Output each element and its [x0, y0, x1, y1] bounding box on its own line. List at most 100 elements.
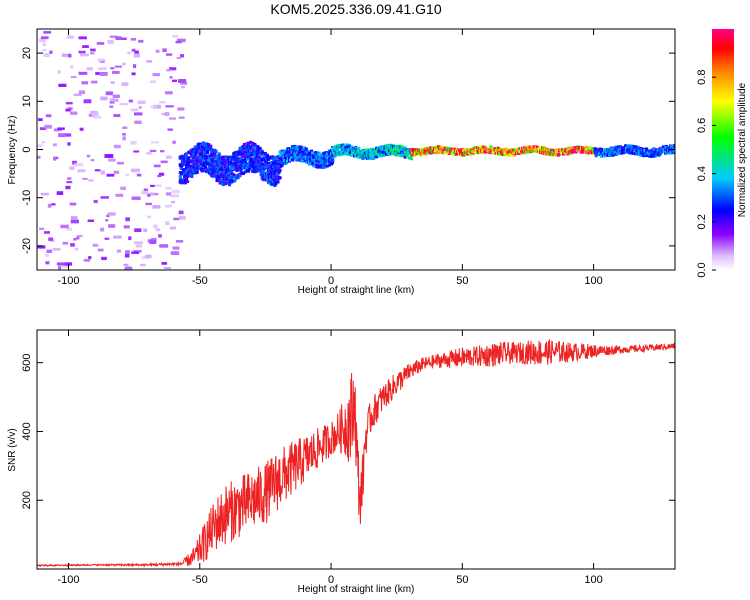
spectrogram-cell: [453, 147, 457, 151]
spectrogram-cell: [194, 147, 198, 151]
spectrogram-cell: [70, 76, 77, 79]
spectrogram-cell: [307, 151, 312, 155]
spectrogram-cell: [120, 186, 126, 190]
y-tick-label: 10: [21, 95, 33, 107]
spectrogram-cell: [352, 151, 356, 155]
spectrogram-cell: [52, 143, 57, 147]
spectrogram-cell: [394, 147, 398, 151]
spectrogram-cell: [147, 193, 151, 197]
x-tick-label: 0: [328, 275, 334, 287]
spectrogram-cell: [147, 239, 151, 243]
spectrogram-cell: [203, 151, 208, 155]
colorbar-ticks: 0.0 0.2 0.4 0.6 0.8: [696, 70, 716, 278]
spectrogram-cell: [134, 228, 142, 233]
spectrogram-cell: [656, 148, 660, 152]
spectrogram-cell: [38, 118, 43, 122]
spectrogram-cell: [197, 162, 201, 166]
spectrogram-cell: [125, 217, 131, 222]
spectrogram-cell: [209, 172, 213, 176]
spectrogram-cell: [57, 70, 61, 74]
spectrogram-cell: [261, 162, 265, 166]
spectrogram-cell: [210, 162, 214, 166]
spectrogram-cell: [170, 251, 180, 256]
spectrogram-cell: [405, 154, 409, 158]
spectrogram-cell: [70, 216, 78, 221]
spectrogram-cell: [63, 262, 73, 266]
spectrogram-cell: [427, 148, 431, 152]
spectrogram-cell: [341, 143, 345, 147]
spectrogram-cell: [153, 104, 161, 109]
spectrogram-cell: [615, 147, 619, 151]
spectrogram-cell: [372, 156, 376, 160]
spectrogram-cell: [143, 188, 148, 192]
spectrogram-cell: [533, 147, 537, 151]
spectrogram-cell: [355, 148, 359, 152]
spectrogram-cell: [179, 215, 186, 220]
spectrogram-cell: [101, 256, 107, 261]
spectrogram-cell: [167, 128, 173, 131]
spectrogram-cell: [184, 171, 188, 175]
spectrogram-cell: [216, 159, 220, 163]
spectrogram-cell: [269, 177, 273, 181]
spectrogram-cell: [310, 149, 314, 153]
spectrogram-cell: [216, 170, 220, 174]
spectrogram-cell: [113, 235, 122, 239]
spectrogram-cells: [37, 31, 675, 270]
spectrogram-cell: [322, 153, 326, 157]
colorbar-tick-label: 0.2: [696, 214, 708, 229]
spectrogram-cell: [78, 90, 86, 95]
spectrogram-cell: [108, 158, 116, 162]
spectrogram-cell: [217, 163, 221, 167]
spectrogram-cell: [169, 76, 173, 79]
spectrogram-cell: [390, 152, 394, 156]
spectrogram-cell: [149, 240, 157, 244]
spectrogram-cell: [53, 157, 57, 161]
spectrogram-cell: [243, 155, 247, 159]
spectrogram-cell: [170, 201, 175, 204]
spectrogram-cell: [294, 148, 298, 152]
spectrogram-cell: [223, 175, 227, 179]
spectrogram-cell: [510, 153, 514, 157]
spectrogram-cell: [205, 142, 209, 146]
spectrogram-cell: [121, 37, 127, 40]
spectrogram-cell: [73, 237, 77, 241]
spectrogram-cell: [301, 158, 305, 162]
spectrogram-cell: [52, 247, 61, 251]
spectrogram-cell: [115, 36, 122, 40]
spectrogram-cell: [384, 147, 388, 151]
spectrogram-cell: [137, 100, 146, 105]
spectrogram-cell: [67, 177, 72, 181]
spectrogram-cell: [217, 176, 221, 180]
spectrogram-cell: [189, 170, 193, 174]
spectrogram-cell: [293, 153, 297, 157]
spectrogram-cell: [159, 150, 165, 153]
spectrogram-cell: [210, 148, 214, 152]
spectrogram-cell: [169, 204, 173, 208]
y-tick-label: 20: [21, 47, 33, 59]
spectrogram-cell: [180, 154, 184, 158]
spectrogram-cell: [290, 154, 294, 158]
spectrogram-cell: [200, 167, 204, 171]
spectrogram-cell: [218, 168, 222, 172]
spectrogram-cell: [673, 143, 675, 147]
spectrogram-cell: [133, 241, 143, 245]
spectrogram-cell: [624, 144, 628, 148]
spectrogram-cell: [270, 162, 274, 166]
spectrogram-cell: [227, 167, 231, 171]
spectrogram-cell: [609, 149, 613, 153]
spectrogram-cell: [208, 166, 212, 170]
spectrogram-cell: [123, 225, 130, 229]
spectrogram-cell: [291, 158, 295, 162]
spectrogram-cell: [279, 157, 283, 161]
spectrogram-cell: [122, 136, 126, 141]
spectrogram-cell: [287, 156, 292, 160]
spectrogram-cell: [336, 147, 340, 151]
spectrogram-cell: [78, 71, 88, 75]
spectrogram-cell: [253, 142, 257, 146]
spectrogram-cell: [113, 170, 120, 174]
spectrogram-cell: [217, 174, 221, 178]
spectrogram-cell: [108, 224, 116, 228]
spectrogram-cell: [241, 171, 245, 175]
spectrogram-cell: [107, 40, 114, 44]
spectrogram-cell: [311, 151, 315, 155]
